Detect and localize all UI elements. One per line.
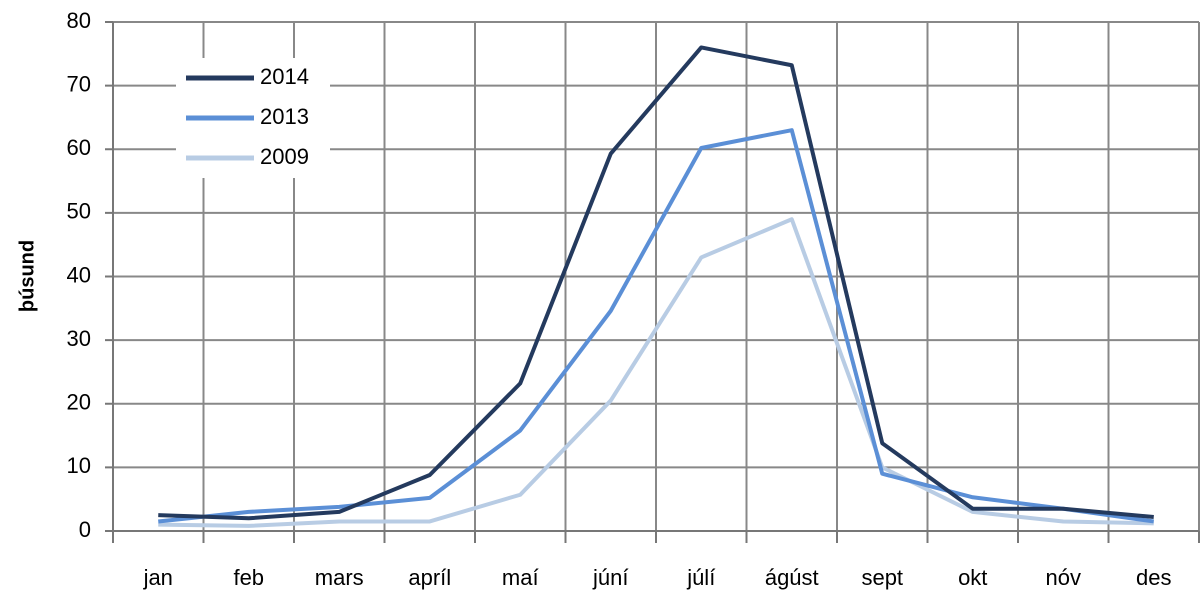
x-tick-label: júlí	[686, 565, 715, 590]
x-tick-label: sept	[861, 565, 903, 590]
y-axis-label: þúsund	[16, 240, 38, 312]
line-series	[158, 217, 1154, 528]
line-series	[158, 128, 1155, 524]
line-series	[158, 45, 1154, 521]
x-tick-label: feb	[233, 565, 264, 590]
y-tick-label: 40	[67, 262, 91, 287]
legend-label: 2014	[260, 64, 309, 89]
x-tick-label: mars	[315, 565, 364, 590]
x-tick-label: okt	[958, 565, 987, 590]
x-tick-label: des	[1136, 565, 1171, 590]
x-tick-label: apríl	[408, 565, 451, 590]
x-tick-label: ágúst	[765, 565, 819, 590]
y-tick-label: 70	[67, 71, 91, 96]
y-tick-label: 80	[67, 8, 91, 33]
y-tick-label: 50	[67, 199, 91, 224]
y-tick-label: 60	[67, 135, 91, 160]
y-tick-label: 30	[67, 326, 91, 351]
y-tick-label: 10	[67, 453, 91, 478]
x-tick-label: júní	[592, 565, 628, 590]
legend-label: 2013	[260, 104, 309, 129]
x-tick-label: jan	[143, 565, 173, 590]
y-tick-label: 20	[67, 390, 91, 415]
x-tick-label: maí	[502, 565, 539, 590]
legend-label: 2009	[260, 144, 309, 169]
y-tick-label: 0	[79, 517, 91, 542]
x-tick-label: nóv	[1046, 565, 1081, 590]
